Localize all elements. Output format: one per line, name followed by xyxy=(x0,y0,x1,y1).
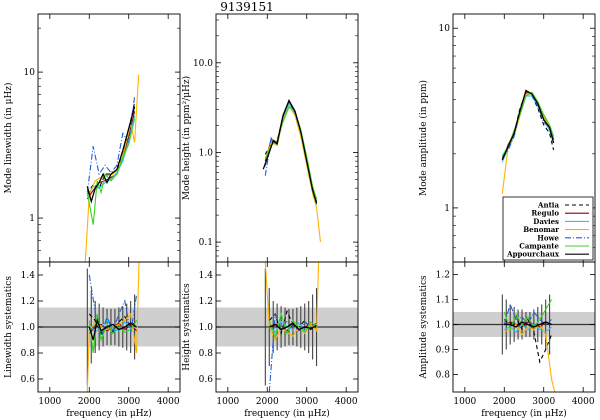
legend-label-davies: Davies xyxy=(533,217,559,226)
linewidth-series-appourchaux xyxy=(86,106,136,204)
linewidth-systematics-ytick-label: 1.2 xyxy=(21,297,35,307)
linewidth-systematics-ytick-label: 1.0 xyxy=(21,323,36,333)
amplitude-systematics-ytick-label: 1.2 xyxy=(436,271,450,281)
height-series-howe xyxy=(264,99,318,203)
amplitude-ylabel: Mode amplitude (in ppm) xyxy=(418,80,429,196)
linewidth-panel: 1 10 Mode linewidth (in μHz) xyxy=(3,13,181,263)
linewidth-series-howe xyxy=(86,96,136,193)
height-plot-area xyxy=(262,98,322,243)
amplitude-systematics-xtick-label: 4000 xyxy=(572,397,595,407)
amplitude-systematics-ytick-label: 0.8 xyxy=(436,371,451,381)
amplitude-systematics-ytick-label: 1.1 xyxy=(436,296,450,306)
linewidth-ytick-label: 10 xyxy=(24,68,36,78)
legend-label-appourchaux: Appourchaux xyxy=(506,250,560,259)
amplitude-systematics-series-appourchaux xyxy=(504,321,552,328)
amplitude-series-davies xyxy=(501,95,555,163)
amplitude-systematics-panel: 1000 2000 3000 4000 0.8 0.9 1.0 1.1 1.2 Amplitude… xyxy=(419,261,596,419)
linewidth-systematics-ytick-label: 0.6 xyxy=(21,375,36,385)
linewidth-series-campante xyxy=(86,118,136,225)
linewidth-frame xyxy=(37,13,181,263)
linewidth-ytick-label: 1 xyxy=(29,214,35,224)
amplitude-series-howe xyxy=(501,89,555,159)
height-frame xyxy=(215,13,359,263)
height-systematics-series-appourchaux xyxy=(269,322,317,331)
linewidth-ylabel: Mode linewidth (in μHz) xyxy=(3,82,14,193)
linewidth-systematics-xlabel: frequency (in μHz) xyxy=(66,408,152,419)
legend-label-antia: Antia xyxy=(537,201,559,210)
linewidth-systematics-xtick-label: 1000 xyxy=(38,397,61,407)
height-systematics-ytick-label: 0.6 xyxy=(199,375,214,385)
linewidth-plot-area xyxy=(84,74,140,262)
amplitude-systematics-series-benomar xyxy=(504,323,556,392)
legend-box xyxy=(502,196,594,261)
linewidth-series-benomar xyxy=(84,74,140,262)
legend: AntiaReguloDaviesBenomarHoweCampanteAppo… xyxy=(502,196,594,261)
amplitude-systematics-ylabel: Amplitude systematics xyxy=(419,275,429,380)
amplitude-ytick-label: 1 xyxy=(444,204,450,214)
amplitude-series-appourchaux xyxy=(501,89,555,161)
amplitude-systematics-xtick-label: 1000 xyxy=(453,397,476,407)
height-systematics-xtick-label: 1000 xyxy=(216,397,239,407)
height-systematics-xtick-label: 3000 xyxy=(295,397,318,407)
height-series-campante xyxy=(264,106,318,200)
height-systematics-xlabel: frequency (in μHz) xyxy=(244,408,330,419)
legend-label-regulo: Regulo xyxy=(531,209,559,218)
linewidth-systematics-xtick-label: 4000 xyxy=(157,397,180,407)
legend-label-benomar: Benomar xyxy=(523,225,559,234)
height-systematics-series-campante xyxy=(268,311,317,340)
amplitude-systematics-xtick-label: 3000 xyxy=(532,397,555,407)
linewidth-systematics-plot-area xyxy=(38,262,180,392)
height-series-regulo xyxy=(264,100,318,203)
legend-label-campante: Campante xyxy=(519,242,559,251)
linewidth-systematics-series-appourchaux xyxy=(88,318,137,341)
height-systematics-xtick-label: 4000 xyxy=(335,397,358,407)
amplitude-panel: 1 10 Mode amplitude (in ppm) AntiaReguloDav… xyxy=(418,13,596,263)
height-series-benomar xyxy=(264,104,322,243)
amplitude-systematics-xlabel: frequency (in μHz) xyxy=(481,408,567,419)
linewidth-systematics-xtick-label: 3000 xyxy=(117,397,140,407)
height-ylabel: Mode height (in ppm²/μHz) xyxy=(181,76,192,200)
height-systematics-plot-area xyxy=(216,262,358,392)
figure-title: 9139151 xyxy=(220,0,273,14)
linewidth-systematics-panel: 1000 2000 3000 4000 0.6 0.8 1.0 1.2 1.4 Linewidth… xyxy=(4,261,181,419)
amplitude-systematics-xtick-label: 2000 xyxy=(493,397,516,407)
linewidth-systematics-ylabel: Linewidth systematics xyxy=(4,276,14,378)
height-systematics-panel: 1000 2000 3000 4000 0.6 0.8 1.0 1.2 1.4 Height sy… xyxy=(182,261,359,419)
height-systematics-ytick-label: 1.4 xyxy=(199,271,214,281)
linewidth-series-regulo xyxy=(86,111,136,200)
amplitude-systematics-series-campante xyxy=(503,299,553,332)
amplitude-ytick-label: 10 xyxy=(439,24,451,34)
height-series-appourchaux xyxy=(262,98,318,204)
amplitude-systematics-frame xyxy=(452,261,596,393)
height-ytick-label: 10.0 xyxy=(193,59,213,69)
amplitude-systematics-ytick-label: 0.9 xyxy=(436,346,451,356)
linewidth-series-davies xyxy=(86,115,136,197)
height-systematics-ytick-label: 0.8 xyxy=(199,349,214,359)
amplitude-systematics-ytick-label: 1.0 xyxy=(436,321,451,331)
linewidth-systematics-xtick-label: 2000 xyxy=(78,397,101,407)
linewidth-systematics-ytick-label: 1.4 xyxy=(21,271,36,281)
linewidth-systematics-ytick-label: 0.8 xyxy=(21,349,36,359)
height-series-davies xyxy=(264,102,318,206)
legend-label-howe: Howe xyxy=(537,233,559,242)
amplitude-systematics-series-regulo xyxy=(504,321,552,328)
amplitude-series-regulo xyxy=(501,91,555,161)
amplitude-series-antia xyxy=(501,91,555,159)
height-systematics-ytick-label: 1.0 xyxy=(199,323,214,333)
height-series-antia xyxy=(264,101,318,207)
linewidth-systematics-series-campante xyxy=(88,313,138,354)
amplitude-systematics-plot-area xyxy=(453,294,595,392)
amplitude-plot-area xyxy=(501,89,555,194)
height-systematics-ylabel: Height systematics xyxy=(182,283,192,371)
height-ytick-label: 1.0 xyxy=(199,148,214,158)
height-systematics-xtick-label: 2000 xyxy=(256,397,279,407)
amplitude-systematics-series-antia xyxy=(503,315,553,364)
height-systematics-ytick-label: 1.2 xyxy=(199,297,213,307)
height-ytick-label: 0.1 xyxy=(199,238,213,248)
